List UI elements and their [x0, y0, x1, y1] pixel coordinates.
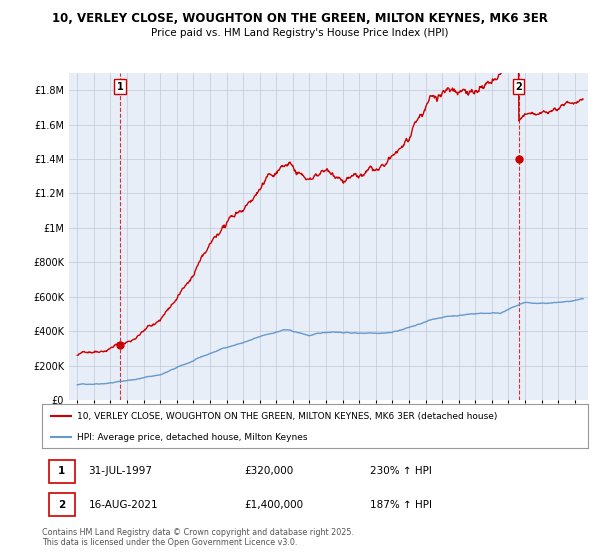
Text: 1: 1: [58, 466, 65, 476]
Text: 16-AUG-2021: 16-AUG-2021: [88, 500, 158, 510]
FancyBboxPatch shape: [49, 460, 75, 483]
Text: Contains HM Land Registry data © Crown copyright and database right 2025.: Contains HM Land Registry data © Crown c…: [42, 528, 354, 536]
FancyBboxPatch shape: [49, 493, 75, 516]
Text: 31-JUL-1997: 31-JUL-1997: [88, 466, 152, 476]
Text: £320,000: £320,000: [244, 466, 293, 476]
Text: 1: 1: [116, 82, 124, 92]
Text: Price paid vs. HM Land Registry's House Price Index (HPI): Price paid vs. HM Land Registry's House …: [151, 28, 449, 38]
Text: £1,400,000: £1,400,000: [244, 500, 303, 510]
Text: 10, VERLEY CLOSE, WOUGHTON ON THE GREEN, MILTON KEYNES, MK6 3ER (detached house): 10, VERLEY CLOSE, WOUGHTON ON THE GREEN,…: [77, 412, 498, 421]
Text: 2: 2: [58, 500, 65, 510]
Text: 2: 2: [515, 82, 522, 92]
Text: 230% ↑ HPI: 230% ↑ HPI: [370, 466, 431, 476]
Text: 187% ↑ HPI: 187% ↑ HPI: [370, 500, 431, 510]
Text: This data is licensed under the Open Government Licence v3.0.: This data is licensed under the Open Gov…: [42, 538, 298, 547]
Text: 10, VERLEY CLOSE, WOUGHTON ON THE GREEN, MILTON KEYNES, MK6 3ER: 10, VERLEY CLOSE, WOUGHTON ON THE GREEN,…: [52, 12, 548, 25]
Text: HPI: Average price, detached house, Milton Keynes: HPI: Average price, detached house, Milt…: [77, 432, 308, 442]
